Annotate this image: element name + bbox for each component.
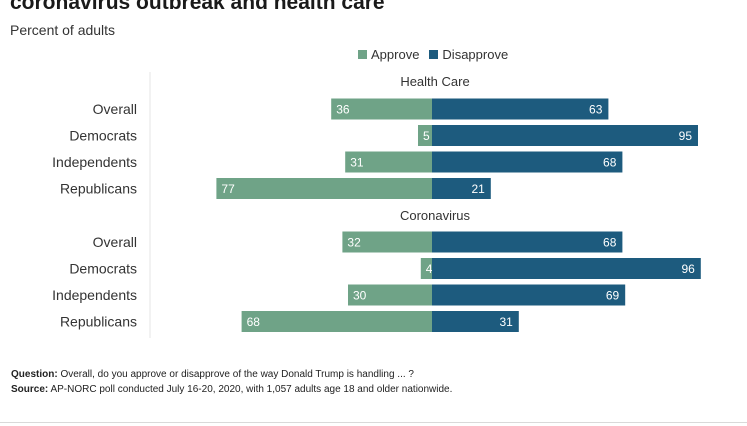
- question-text: Overall, do you approve or disapprove of…: [57, 369, 414, 380]
- approve-value-label: 68: [247, 315, 261, 329]
- approve-value-label: 30: [353, 289, 367, 303]
- legend: Approve Disapprove: [358, 47, 518, 62]
- approve-value-label: 77: [221, 182, 235, 196]
- footnote-question: Question: Overall, do you approve or dis…: [11, 369, 414, 380]
- legend-swatch-disapprove: [429, 50, 439, 59]
- approve-bar: [345, 151, 432, 173]
- approve-value-label: 36: [336, 103, 350, 117]
- approve-value-label: 5: [423, 129, 430, 143]
- legend-swatch-approve: [358, 50, 367, 59]
- approve-value-label: 31: [350, 156, 364, 170]
- category-label: Republicans: [60, 314, 137, 330]
- disapprove-value-label: 31: [499, 315, 513, 329]
- legend-item-approve: Approve: [358, 47, 419, 62]
- question-label: Question:: [11, 369, 58, 380]
- category-label: Overall: [93, 101, 137, 117]
- legend-item-disapprove: Disapprove: [429, 47, 508, 62]
- disapprove-bar: [432, 125, 698, 146]
- disapprove-value-label: 96: [681, 262, 695, 276]
- source-text: AP-NORC poll conducted July 16-20, 2020,…: [48, 384, 453, 395]
- disapprove-bar: [432, 231, 623, 253]
- category-label: Independents: [52, 287, 137, 303]
- approve-bar: [216, 178, 432, 199]
- disapprove-value-label: 21: [471, 182, 485, 196]
- chart-subtitle: Percent of adults: [10, 22, 116, 38]
- category-label: Independents: [52, 154, 137, 170]
- bottom-divider: [0, 422, 747, 423]
- source-label: Source:: [11, 384, 49, 395]
- approve-bar: [420, 258, 432, 279]
- category-label: Republicans: [60, 181, 137, 197]
- legend-label-disapprove: Disapprove: [442, 47, 509, 62]
- approve-bar: [342, 231, 432, 253]
- approve-value-label: 32: [347, 236, 361, 250]
- approve-bar: [331, 98, 432, 120]
- disapprove-value-label: 68: [603, 156, 617, 170]
- disapprove-bar: [432, 98, 609, 120]
- legend-label-approve: Approve: [371, 47, 420, 62]
- disapprove-bar: [432, 311, 519, 332]
- disapprove-value-label: 69: [606, 289, 620, 303]
- disapprove-value-label: 63: [589, 103, 603, 117]
- approve-bar: [348, 284, 432, 306]
- diverging-bar-chart: Health Care Overall 36 63 Democrats 5 95 Indepe…: [52, 72, 701, 338]
- disapprove-bar: [432, 151, 623, 173]
- category-label: Democrats: [69, 261, 137, 277]
- footnote-source: Source: AP-NORC poll conducted July 16-2…: [11, 384, 452, 395]
- panel-title: Health Care: [400, 74, 469, 89]
- panel-title: Coronavirus: [400, 208, 471, 223]
- approve-value-label: 4: [426, 262, 433, 276]
- approve-bar: [241, 311, 432, 332]
- approve-bar: [418, 125, 432, 146]
- category-label: Democrats: [69, 128, 137, 144]
- chart-title: coronavirus outbreak and health care: [10, 0, 385, 14]
- disapprove-value-label: 95: [679, 129, 693, 143]
- disapprove-bar: [432, 178, 491, 199]
- category-label: Overall: [93, 234, 137, 250]
- disapprove-bar: [432, 258, 701, 279]
- disapprove-value-label: 68: [603, 236, 617, 250]
- disapprove-bar: [432, 284, 626, 306]
